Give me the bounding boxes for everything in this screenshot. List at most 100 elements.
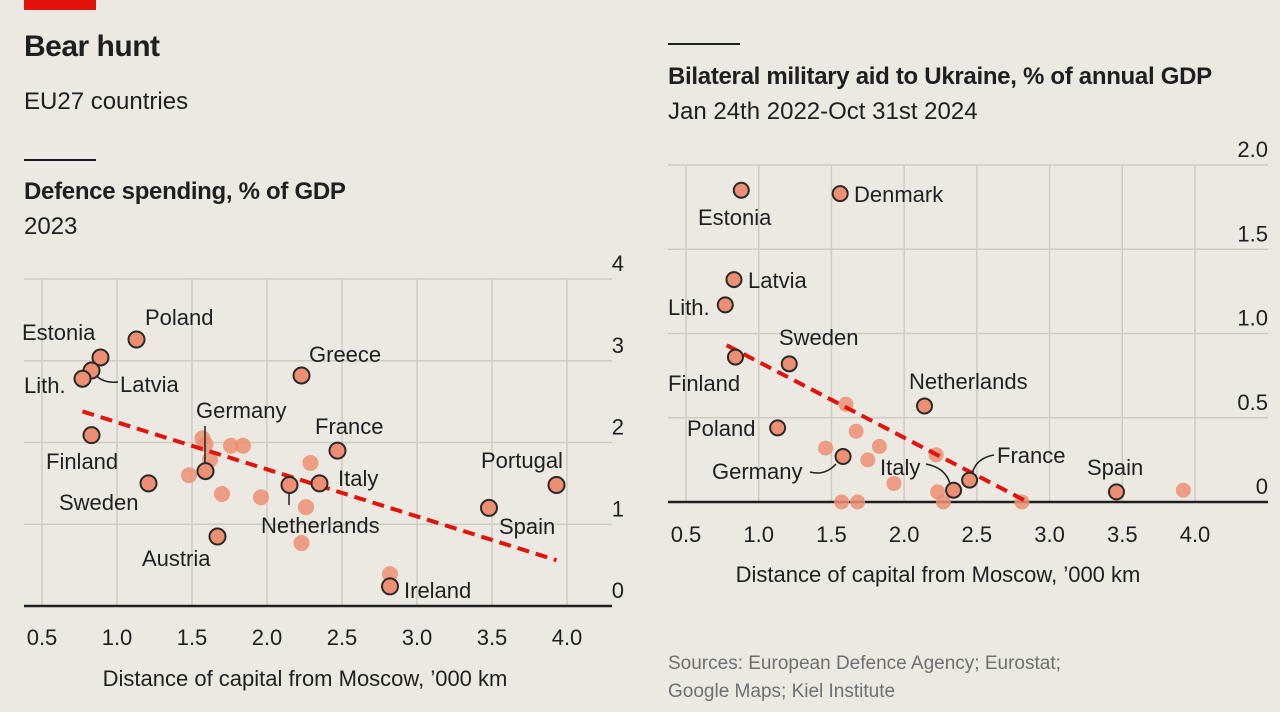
- label-leader-line: [971, 454, 995, 475]
- point-label-portugal: Portugal: [481, 448, 563, 473]
- point-label-italy: Italy: [338, 466, 378, 491]
- data-point-lith: [716, 296, 734, 314]
- data-point-estonia: [91, 348, 110, 367]
- label-leader-line: [809, 463, 837, 474]
- x-tick-label: 1.5: [816, 522, 847, 547]
- data-point-finland: [726, 348, 744, 366]
- x-tick-label: 2.5: [327, 625, 358, 650]
- x-tick-label: 2.0: [252, 625, 283, 650]
- point-label-finland: Finland: [46, 449, 118, 474]
- point-label-netherlands: Netherlands: [909, 369, 1028, 394]
- label-leader-line: [925, 463, 951, 485]
- data-point-france: [328, 441, 347, 460]
- data-point: [886, 475, 902, 491]
- y-tick-label: 3: [612, 333, 624, 358]
- point-label-france: France: [997, 443, 1065, 468]
- data-point-lith: [73, 369, 92, 388]
- x-axis-title: Distance of capital from Moscow, ’000 km: [103, 666, 508, 691]
- data-point-ireland: [381, 577, 399, 596]
- y-tick-label: 0.5: [1237, 390, 1268, 415]
- x-tick-label: 3.0: [1034, 522, 1065, 547]
- point-label-denmark: Denmark: [854, 182, 944, 207]
- point-label-italy: Italy: [880, 455, 920, 480]
- data-point-spain: [1107, 483, 1125, 501]
- data-point-poland: [127, 330, 146, 349]
- chart-1-rule: [24, 159, 96, 161]
- x-tick-label: 3.5: [1107, 522, 1138, 547]
- point-label-germany: Germany: [712, 459, 802, 484]
- data-point-germany: [196, 462, 215, 481]
- data-point-estonia: [732, 181, 750, 199]
- x-tick-label: 2.0: [889, 522, 920, 547]
- data-point: [382, 566, 398, 583]
- data-point: [293, 535, 310, 552]
- point-label-estonia: Estonia: [698, 205, 772, 230]
- chart-1-defence-spending: 0 1 2 3 4 0.5 1.0 1.5 2.0 2.5 3.0 3.5 4.0 Distance of…: [22, 251, 624, 691]
- data-point: [871, 438, 887, 454]
- point-label-latvia: Latvia: [120, 372, 179, 397]
- data-point-spain: [480, 498, 498, 517]
- x-tick-label: 0.5: [27, 625, 58, 650]
- point-label-poland: Poland: [145, 305, 214, 330]
- x-tick-label: 3.5: [477, 625, 508, 650]
- point-label-lith: Lith.: [668, 295, 710, 320]
- data-point-denmark: [831, 185, 849, 203]
- point-label-finland: Finland: [668, 371, 740, 396]
- data-point: [214, 486, 230, 503]
- data-point-greece: [292, 366, 311, 385]
- data-point-sweden: [139, 474, 158, 493]
- chart-1-subtitle: 2023: [24, 213, 78, 240]
- data-point-germany: [834, 448, 852, 466]
- y-tick-label: 0: [612, 578, 624, 603]
- chart-2-rule: [668, 43, 740, 45]
- x-tick-label: 0.5: [671, 522, 702, 547]
- chart-1-title: Defence spending, % of GDP: [24, 178, 346, 205]
- y-tick-label: 1.5: [1237, 221, 1268, 246]
- data-point-austria: [208, 527, 227, 546]
- data-point-finland: [82, 426, 101, 445]
- x-tick-label: 1.5: [177, 625, 208, 650]
- data-point: [1175, 482, 1191, 498]
- data-point: [850, 494, 866, 510]
- chart-2-title: Bilateral military aid to Ukraine, % of …: [668, 63, 1212, 90]
- x-tick-label: 1.0: [743, 522, 774, 547]
- y-tick-label: 0: [1256, 474, 1268, 499]
- x-tick-label: 1.0: [102, 625, 133, 650]
- x-tick-label: 3.0: [402, 625, 433, 650]
- point-label-france: France: [315, 414, 383, 439]
- data-point-italy: [945, 481, 963, 499]
- data-point-netherlands: [916, 397, 934, 415]
- y-tick-label: 4: [612, 251, 624, 276]
- data-point: [223, 437, 239, 454]
- data-point: [834, 494, 850, 510]
- data-point: [818, 440, 834, 456]
- sources-line-2: Google Maps; Kiel Institute: [668, 681, 896, 702]
- data-point-sweden: [780, 355, 798, 373]
- point-label-estonia: Estonia: [22, 320, 96, 345]
- point-label-spain: Spain: [499, 514, 555, 539]
- point-label-lith: Lith.: [24, 373, 66, 398]
- y-tick-label: 2.0: [1237, 137, 1268, 162]
- data-point-portugal: [547, 476, 566, 495]
- point-label-germany: Germany: [196, 398, 286, 423]
- sources-note: Sources: European Defence Agency; Eurost…: [668, 650, 1148, 706]
- y-tick-label: 2: [612, 415, 624, 440]
- data-point-latvia: [725, 271, 743, 289]
- point-label-spain: Spain: [1087, 455, 1143, 480]
- data-point: [860, 452, 876, 468]
- point-label-sweden: Sweden: [779, 325, 859, 350]
- chart-2-subtitle: Jan 24th 2022-Oct 31st 2024: [668, 98, 978, 125]
- data-point-france: [961, 471, 979, 489]
- point-label-greece: Greece: [309, 342, 381, 367]
- y-tick-label: 1: [612, 496, 624, 521]
- point-label-sweden: Sweden: [59, 490, 139, 515]
- y-tick-label: 1.0: [1237, 306, 1268, 331]
- sources-line-1: Sources: European Defence Agency; Eurost…: [668, 653, 1061, 674]
- point-label-netherlands: Netherlands: [261, 513, 380, 538]
- data-point: [302, 454, 319, 471]
- data-point: [935, 494, 951, 510]
- x-axis-title: Distance of capital from Moscow, ’000 km: [736, 562, 1141, 587]
- x-tick-label: 2.5: [962, 522, 993, 547]
- data-point: [253, 489, 269, 506]
